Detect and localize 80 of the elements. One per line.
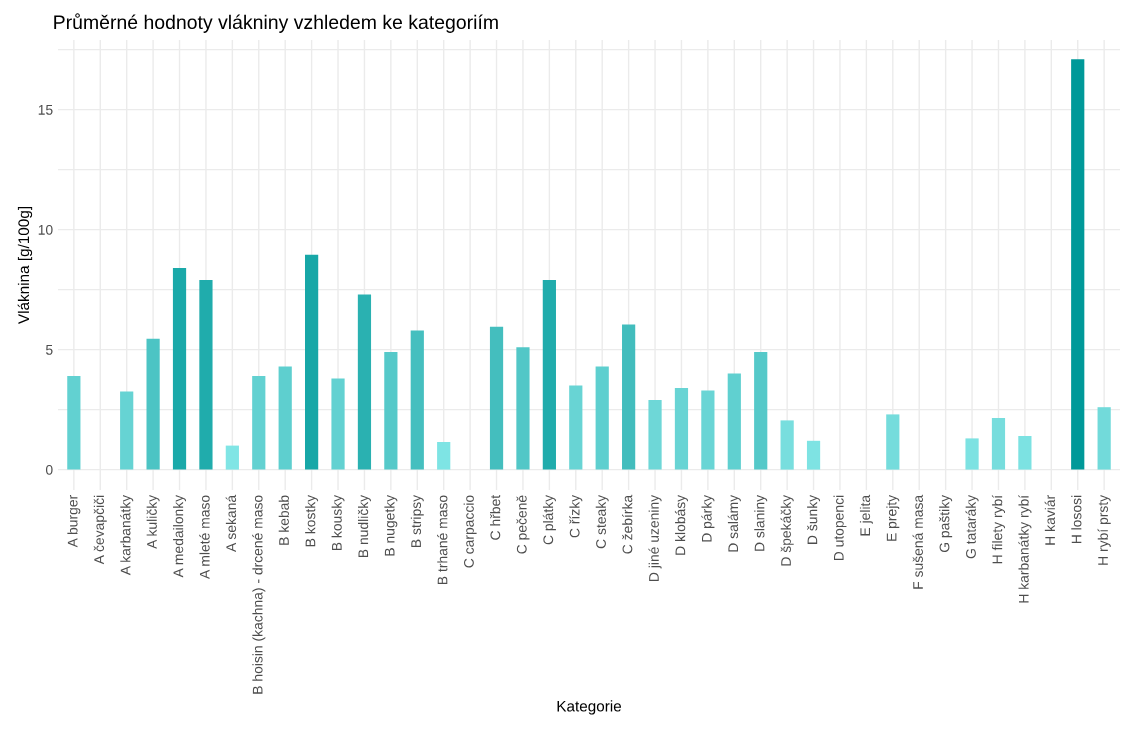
x-tick-label: D šunky [807, 494, 821, 544]
y-tick-label: 0 [45, 464, 53, 475]
bar [965, 438, 979, 470]
bar [754, 352, 768, 470]
bar [410, 330, 424, 470]
y-tick-label: 10 [38, 224, 53, 235]
bar [542, 280, 556, 470]
x-tick-label: D utopenci [833, 495, 847, 561]
x-tick-label: A kuličky [146, 494, 160, 549]
x-tick-label: B kebab [278, 495, 289, 545]
bar [199, 280, 213, 470]
bar [727, 373, 741, 470]
x-tick-label: B hoisin (kachna) - drcené maso [252, 495, 266, 694]
bar [331, 378, 345, 470]
x-tick-label: H filety rybí [991, 494, 1006, 564]
x-tick-label: A karbanátky [120, 494, 134, 576]
bar [674, 388, 689, 470]
x-tick-label: H rybí prsty [1097, 494, 1111, 565]
bar [701, 390, 715, 470]
bar [252, 376, 266, 470]
bar [991, 418, 1006, 470]
x-tick-label: C řízky [569, 494, 583, 538]
x-tick-label: A medailonky [173, 494, 186, 578]
bar [225, 445, 239, 470]
bar [437, 442, 451, 470]
bar [780, 420, 794, 470]
x-tick-label: G tataráky [965, 494, 979, 559]
bar [886, 414, 900, 470]
x-tick-label: A mleté maso [199, 495, 210, 579]
bar [357, 294, 372, 470]
bar [648, 400, 662, 470]
x-tick-label: B kostky [305, 494, 319, 547]
x-tick-label: A čevapčiči [93, 495, 107, 565]
bar [1097, 407, 1111, 470]
x-tick-label: C žebírka [621, 494, 633, 554]
x-tick-label: A sekaná [225, 494, 237, 552]
x-tick-label: G paštiky [939, 494, 953, 553]
bar [172, 268, 187, 470]
chart-title: Průměrné hodnoty vlákniny vzhledem ke kategoriím [54, 13, 498, 33]
bar [489, 326, 504, 470]
x-tick-label: B trhané maso [437, 495, 448, 585]
bar [146, 338, 160, 470]
y-tick-label: 5 [45, 345, 53, 355]
y-axis-title: Vláknina [g/100g] [17, 207, 33, 324]
x-tick-label: D klobásy [674, 494, 689, 555]
x-tick-label: C pečeně [516, 495, 530, 554]
x-tick-label: B stripsy [410, 494, 424, 547]
bar [384, 352, 398, 470]
bar [305, 254, 319, 470]
x-tick-label: B nugetky [384, 494, 398, 556]
x-tick-label: F sušená masa [912, 494, 923, 589]
x-tick-label: D jiné uzeniny [648, 494, 662, 581]
bar [120, 391, 134, 470]
x-tick-label: A burger [67, 495, 81, 548]
x-tick-label: D salámy [727, 494, 741, 552]
bar [595, 366, 609, 470]
x-tick-label: C carpaccio [463, 495, 477, 568]
x-tick-label: D špekáčky [780, 494, 794, 566]
x-tick-label: H karbanátky rybí [1018, 494, 1032, 603]
y-tick-label: 15 [38, 105, 53, 115]
x-tick-label: B kousky [331, 494, 345, 551]
x-tick-label: B nudličky [357, 494, 371, 558]
bar [516, 347, 530, 470]
bar [67, 376, 81, 470]
bar [806, 440, 821, 470]
bar [1071, 59, 1085, 470]
x-tick-label: D slaniny [754, 494, 768, 551]
x-tick-label: C steaky [595, 494, 609, 549]
x-tick-label: E jelita [859, 494, 873, 536]
x-tick-label: H kaviár [1044, 495, 1056, 545]
x-axis-title: Kategorie [557, 700, 622, 715]
bar [278, 366, 292, 470]
bar [1018, 436, 1032, 470]
x-tick-label: H lososi [1071, 495, 1082, 544]
bar [622, 324, 636, 470]
x-tick-label: C hřbet [490, 494, 501, 540]
x-tick-label: C plátky [542, 494, 556, 545]
bar [569, 385, 583, 470]
x-tick-label: D párky [701, 494, 715, 542]
x-tick-label: E prejty [886, 494, 900, 541]
